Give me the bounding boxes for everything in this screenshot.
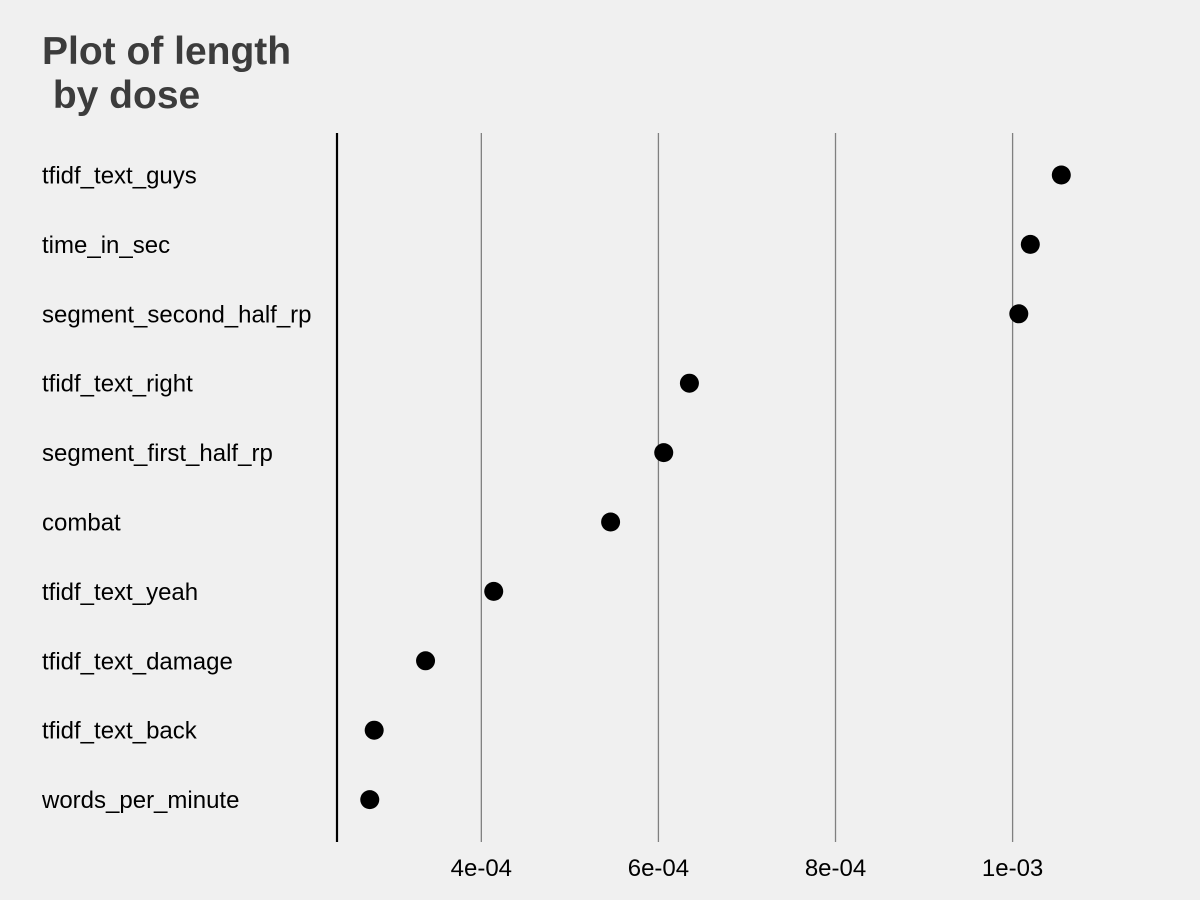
- category-label-tfidf-text-right: tfidf_text_right: [42, 371, 193, 398]
- data-point-segment-first-half-rp: [654, 443, 674, 463]
- category-label-time-in-sec: time_in_sec: [42, 232, 170, 259]
- data-point-tfidf-text-damage: [416, 651, 436, 671]
- data-point-segment-second-half-rp: [1009, 304, 1029, 324]
- x-tick-label-1: 6e-04: [628, 855, 689, 882]
- x-tick-label-2: 8e-04: [805, 855, 866, 882]
- x-tick-label-0: 4e-04: [451, 855, 512, 882]
- category-label-segment-second-half-rp: segment_second_half_rp: [42, 301, 312, 328]
- data-point-tfidf-text-right: [679, 373, 699, 393]
- data-point-tfidf-text-guys: [1051, 165, 1071, 185]
- category-label-tfidf-text-back: tfidf_text_back: [42, 718, 198, 745]
- category-label-tfidf-text-yeah: tfidf_text_yeah: [42, 579, 198, 606]
- data-point-tfidf-text-back: [364, 720, 384, 740]
- data-point-combat: [601, 512, 621, 532]
- category-label-tfidf-text-guys: tfidf_text_guys: [42, 163, 197, 190]
- category-label-words-per-minute: words_per_minute: [41, 787, 239, 814]
- x-tick-label-3: 1e-03: [982, 855, 1043, 882]
- data-point-words-per-minute: [360, 790, 380, 810]
- data-point-time-in-sec: [1020, 234, 1040, 254]
- category-label-combat: combat: [42, 510, 121, 537]
- chart-title: Plot of length by dose: [42, 30, 292, 117]
- category-label-segment-first-half-rp: segment_first_half_rp: [42, 440, 273, 467]
- category-label-tfidf-text-damage: tfidf_text_damage: [42, 648, 233, 675]
- data-point-tfidf-text-yeah: [484, 581, 504, 601]
